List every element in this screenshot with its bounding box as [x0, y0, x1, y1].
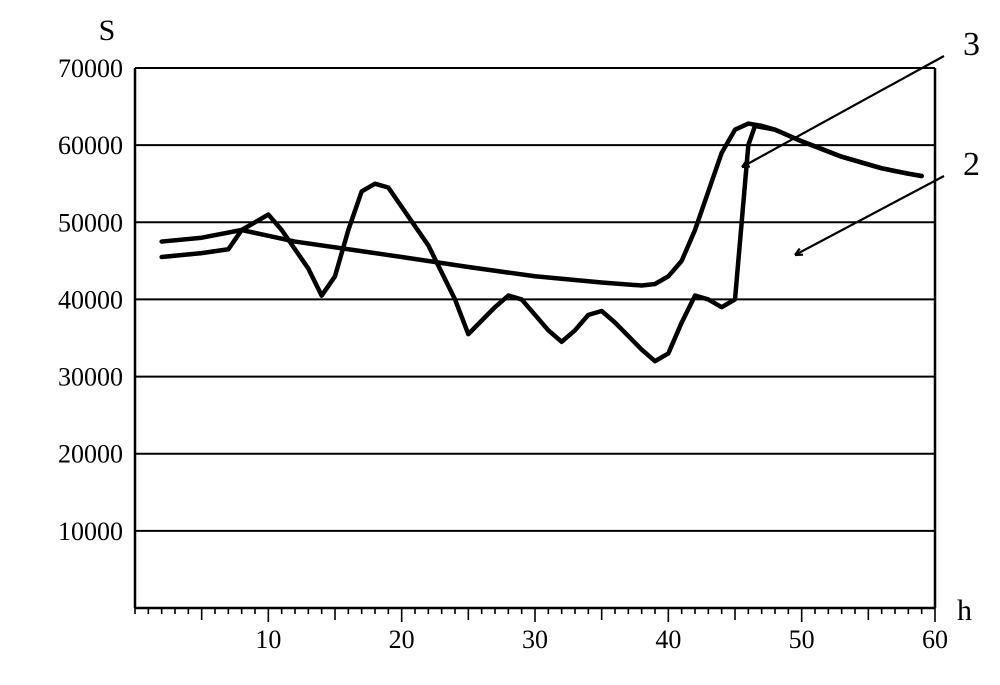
x-tick-label: 20 — [389, 625, 415, 654]
y-tick-label: 60000 — [58, 131, 123, 160]
x-tick-label: 40 — [655, 625, 681, 654]
annot-3: 3 — [963, 26, 980, 63]
y-axis-label: S — [99, 14, 116, 47]
x-tick-label: 10 — [255, 625, 281, 654]
chart-container: { "chart": { "type": "line", "width": 10… — [0, 0, 1000, 685]
y-tick-label: 70000 — [58, 54, 123, 83]
y-tick-label: 10000 — [58, 517, 123, 546]
annot-2: 2 — [963, 146, 980, 183]
y-tick-label: 50000 — [58, 208, 123, 237]
x-tick-label: 30 — [522, 625, 548, 654]
y-tick-label: 20000 — [58, 440, 123, 469]
y-tick-label: 40000 — [58, 285, 123, 314]
x-axis-label: h — [957, 594, 972, 627]
y-tick-label: 30000 — [58, 363, 123, 392]
x-tick-label: 60 — [922, 625, 948, 654]
line-chart: 10000 20000 30000 40000 50000 60000 70000 S 10 20… — [0, 0, 1000, 685]
x-tick-label: 50 — [789, 625, 815, 654]
